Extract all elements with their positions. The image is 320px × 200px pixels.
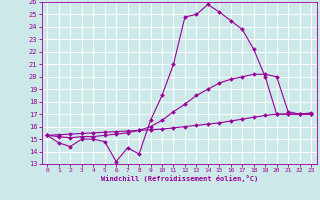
X-axis label: Windchill (Refroidissement éolien,°C): Windchill (Refroidissement éolien,°C): [100, 175, 258, 182]
